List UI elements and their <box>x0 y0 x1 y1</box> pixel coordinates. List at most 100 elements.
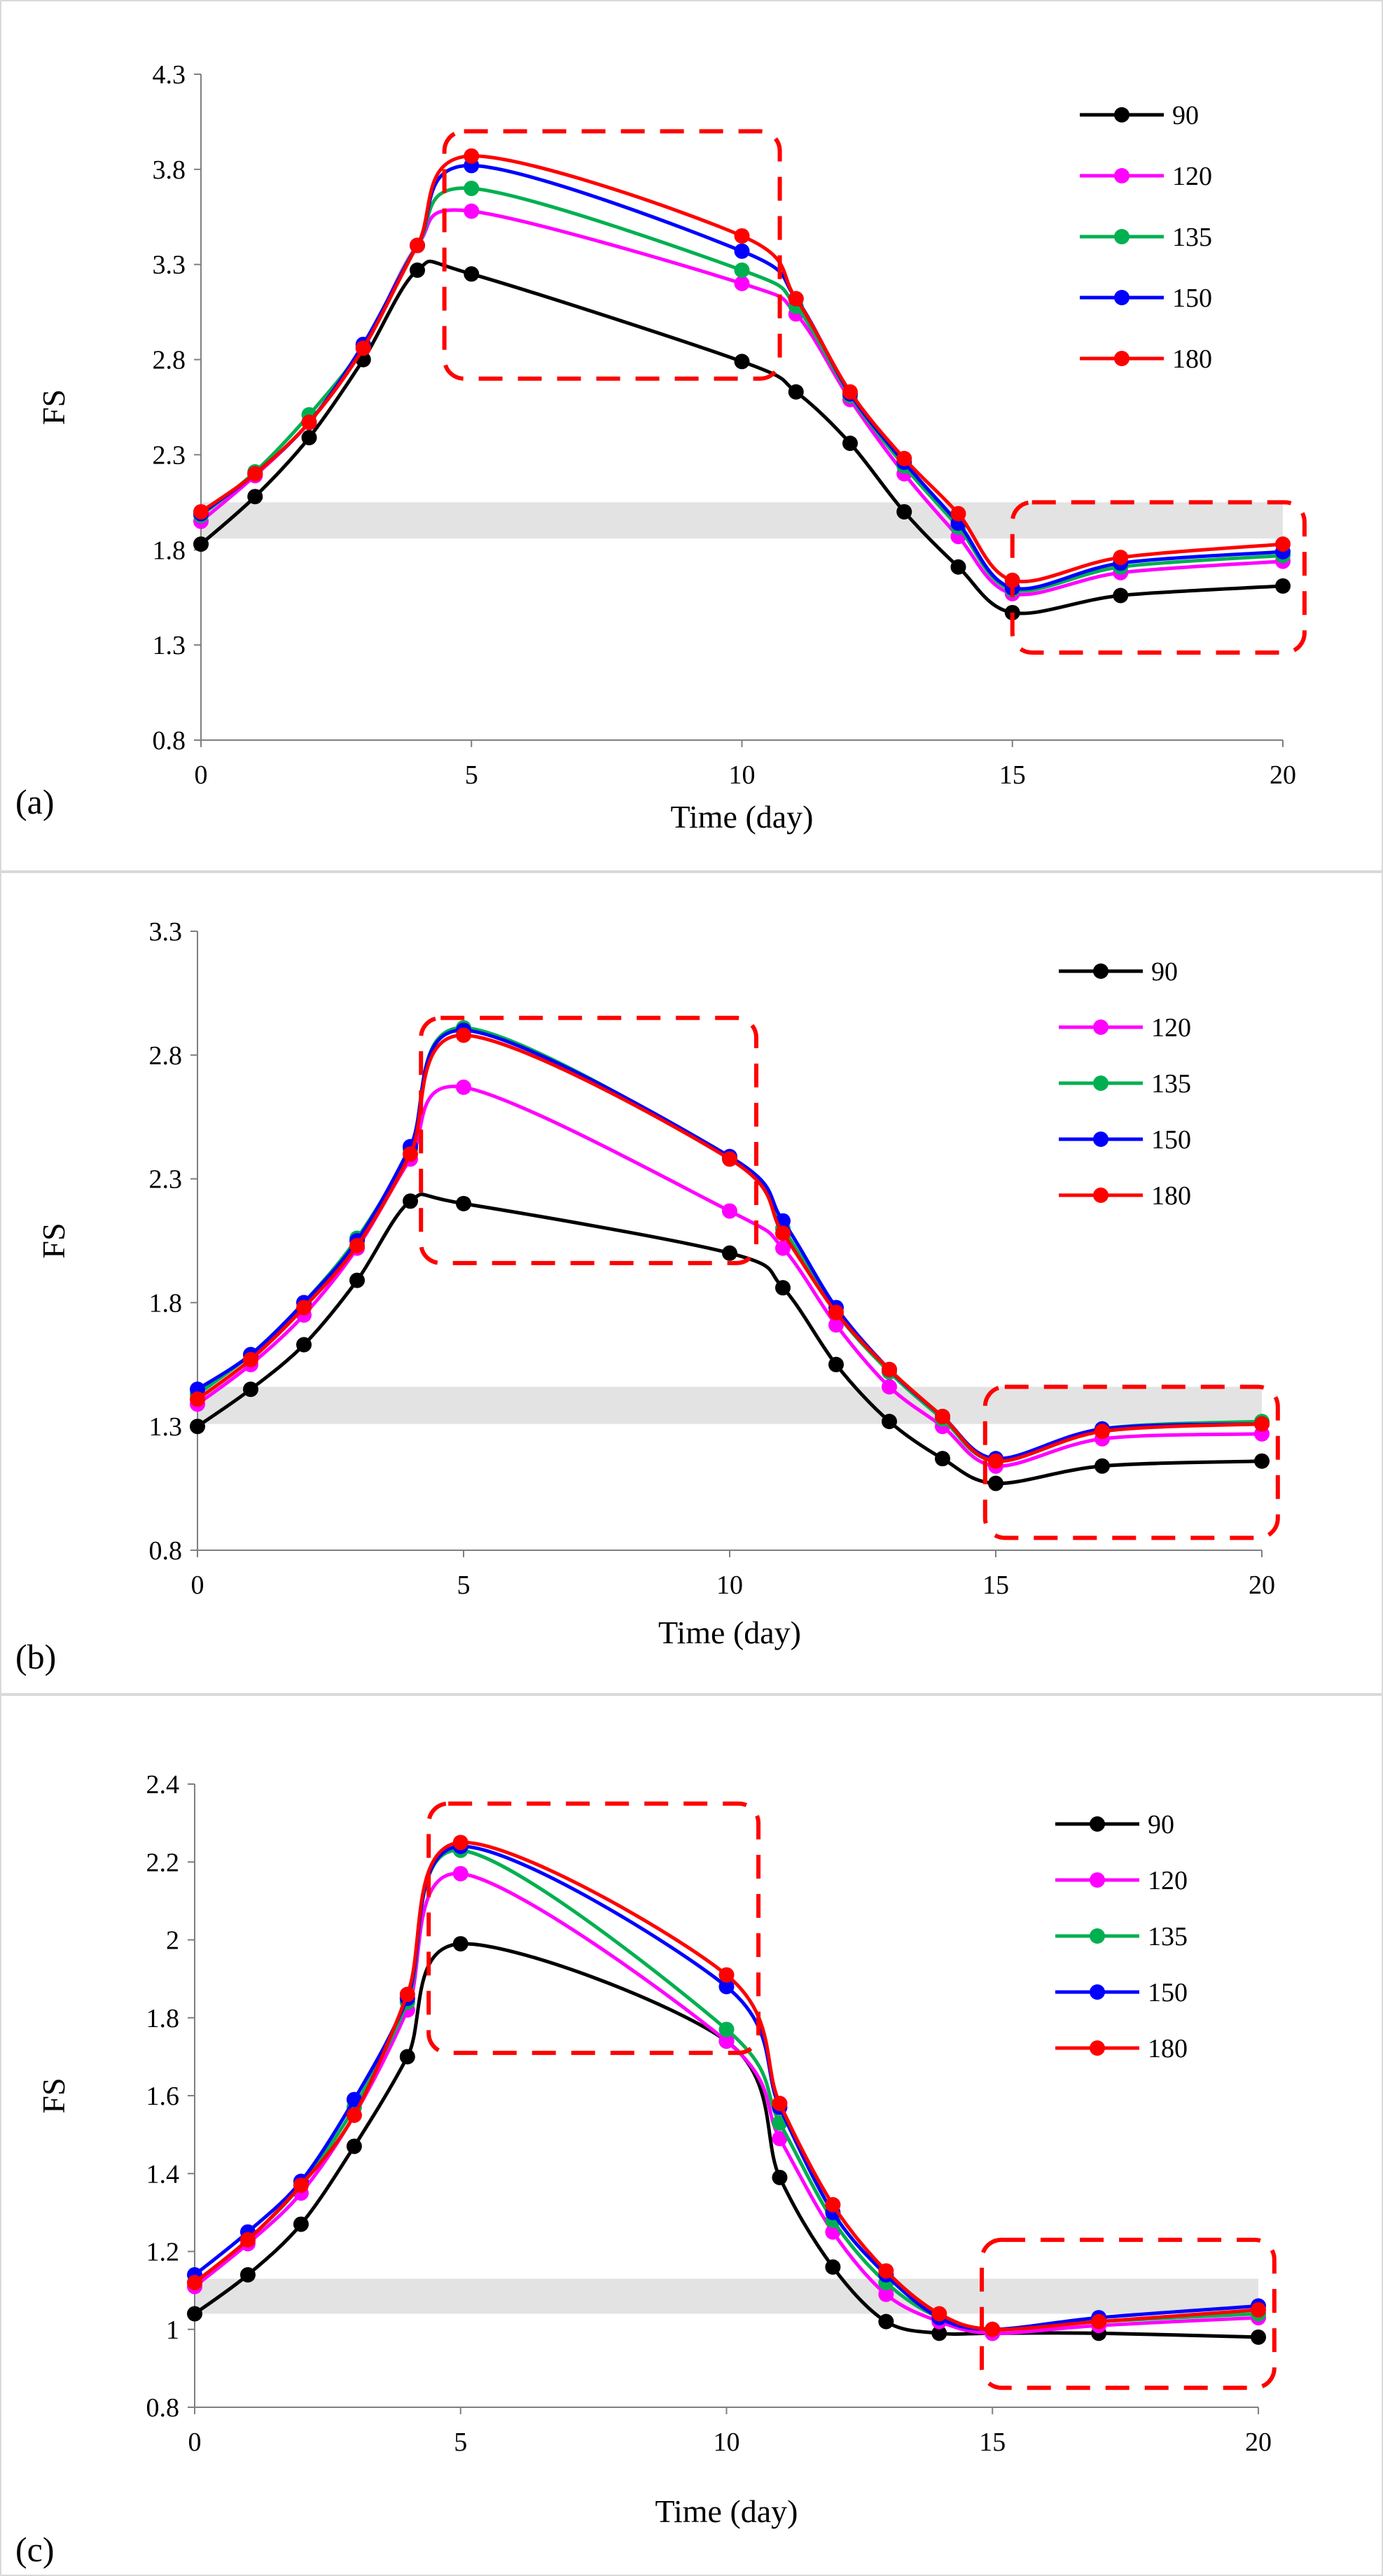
data-point-180 <box>1113 550 1129 566</box>
data-point-180 <box>1251 2302 1266 2318</box>
y-tick-label: 3.3 <box>149 917 183 947</box>
x-axis-title: Time (day) <box>670 799 813 835</box>
data-point-180 <box>301 415 317 431</box>
data-point-180 <box>243 1351 258 1367</box>
x-tick-label: 15 <box>999 760 1026 790</box>
highlight-box-2 <box>1010 500 1307 655</box>
legend-label-90: 90 <box>1151 957 1178 987</box>
data-point-90 <box>734 354 750 370</box>
chart-panel-a: 0.8 1.3 1.8 2.3 2.8 3.3 3.8 4.3 0 5 10 15 20 Time (da… <box>0 0 1383 872</box>
y-tick-label: 2.3 <box>153 440 186 470</box>
data-point-90 <box>931 2325 947 2341</box>
x-tick-label: 10 <box>714 2428 740 2457</box>
data-point-90 <box>247 489 263 505</box>
data-point-90 <box>346 2138 362 2154</box>
data-point-180 <box>193 503 209 520</box>
data-point-135 <box>734 262 750 278</box>
data-point-180 <box>825 2196 841 2213</box>
legend-marker-135 <box>1114 229 1130 244</box>
data-point-180 <box>935 1409 950 1425</box>
data-point-90 <box>950 559 966 575</box>
data-point-180 <box>464 148 480 164</box>
data-point-90 <box>988 1475 1003 1491</box>
data-point-180 <box>718 1967 735 1983</box>
legend-label-90: 90 <box>1148 1810 1174 1839</box>
legend-label-135: 135 <box>1172 223 1212 252</box>
y-tick-label: 1.3 <box>149 1412 183 1442</box>
legend-label-180: 180 <box>1148 2034 1188 2063</box>
data-point-180 <box>896 450 912 466</box>
highlight-box-1 <box>419 1015 758 1265</box>
legend-marker-120 <box>1093 1019 1109 1035</box>
y-tick-label: 2.3 <box>149 1165 183 1195</box>
chart-panel-b: 0.8 1.3 1.8 2.3 2.8 3.3 0 5 10 15 20 Time (day) FS (b… <box>0 872 1383 1694</box>
data-point-180 <box>985 2321 1001 2337</box>
data-point-90 <box>825 2259 841 2275</box>
data-point-90 <box>190 1419 205 1435</box>
y-tick-label: 1 <box>166 2316 179 2345</box>
x-tick-label: 10 <box>729 760 756 790</box>
y-tick-label: 1.2 <box>146 2238 180 2267</box>
data-point-90 <box>301 429 317 445</box>
y-tick-label: 1.8 <box>153 536 186 565</box>
data-point-180 <box>1091 2313 1107 2330</box>
chart-c-svg: 0.8 1 1.2 1.4 1.6 1.8 2 2.2 2.4 0 5 10 15 20 Time (day… <box>15 1770 1277 2569</box>
data-point-180 <box>293 2177 309 2193</box>
legend-label-120: 120 <box>1151 1013 1191 1043</box>
legend-label-150: 150 <box>1172 284 1212 313</box>
y-tick-label: 1.8 <box>146 2004 180 2033</box>
x-tick-label: 0 <box>195 760 208 790</box>
y-axis-title: FS <box>36 2077 71 2113</box>
data-point-90 <box>296 1337 312 1353</box>
data-point-150 <box>718 1979 735 1995</box>
data-point-150 <box>346 2091 362 2108</box>
data-point-120 <box>718 2033 735 2049</box>
legend-marker-135 <box>1090 1928 1105 1944</box>
data-point-90 <box>828 1356 844 1372</box>
y-tick-label: 3.3 <box>153 251 186 280</box>
y-tick-label: 0.8 <box>153 726 186 756</box>
data-point-90 <box>722 1245 737 1261</box>
data-point-90 <box>1094 1458 1110 1474</box>
data-point-90 <box>896 503 912 520</box>
legend-marker-135 <box>1093 1075 1109 1091</box>
y-tick-label: 2.8 <box>149 1041 183 1071</box>
data-point-90 <box>935 1451 950 1467</box>
x-axis-title: Time (day) <box>658 1615 801 1650</box>
x-axis-title: Time (day) <box>655 2493 798 2529</box>
data-point-180 <box>239 2232 256 2248</box>
data-point-90 <box>187 2306 202 2322</box>
data-point-135 <box>718 2021 735 2038</box>
data-point-180 <box>410 237 425 253</box>
data-point-150 <box>734 243 750 259</box>
legend-marker-150 <box>1093 1132 1109 1147</box>
data-point-90 <box>775 1280 791 1296</box>
y-tick-label: 2.8 <box>153 346 186 375</box>
x-tick-label: 15 <box>982 1571 1009 1600</box>
x-tick-label: 20 <box>1249 1571 1275 1600</box>
data-point-90 <box>410 262 425 278</box>
data-point-90 <box>456 1195 471 1211</box>
fs-threshold-band <box>195 2278 1258 2314</box>
data-point-180 <box>346 2107 362 2123</box>
data-point-90 <box>772 2169 788 2185</box>
data-point-180 <box>950 506 966 522</box>
y-tick-label: 2.2 <box>146 1848 180 1877</box>
y-tick-label: 3.8 <box>153 155 186 185</box>
data-point-90 <box>452 1936 468 1952</box>
y-tick-label: 2 <box>166 1926 179 1956</box>
data-point-90 <box>399 2049 415 2065</box>
data-point-135 <box>464 181 480 197</box>
panel-label: (b) <box>15 1637 56 1676</box>
data-point-120 <box>452 1865 468 1881</box>
y-tick-label: 0.8 <box>149 1536 183 1566</box>
legend-marker-180 <box>1114 351 1130 366</box>
data-point-180 <box>399 1986 415 2003</box>
data-point-90 <box>403 1193 418 1209</box>
x-tick-label: 15 <box>979 2428 1006 2457</box>
data-point-90 <box>788 384 804 400</box>
data-point-90 <box>464 266 480 282</box>
data-point-120 <box>882 1379 897 1395</box>
chart-panel-c: 0.8 1 1.2 1.4 1.6 1.8 2 2.2 2.4 0 5 10 15 20 Time (day… <box>0 1694 1383 2576</box>
legend-label-135: 135 <box>1148 1922 1188 1951</box>
